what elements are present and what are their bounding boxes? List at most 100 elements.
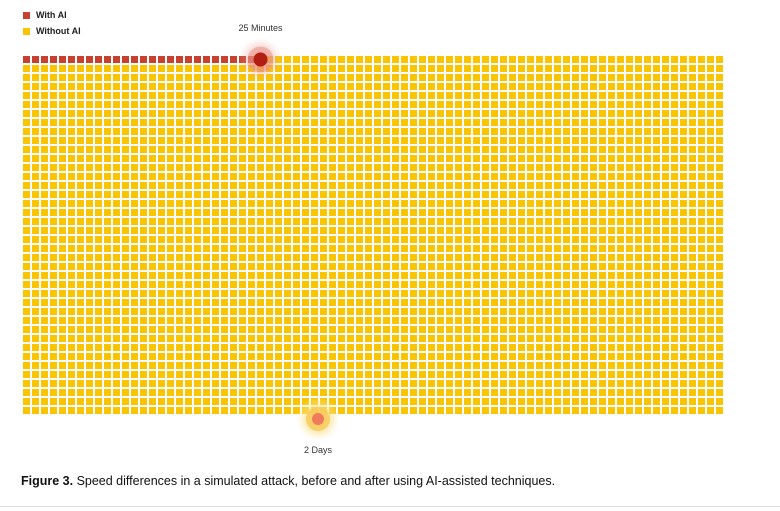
without-ai-cell: [131, 110, 138, 117]
without-ai-cell: [320, 83, 327, 90]
without-ai-cell: [509, 362, 516, 369]
without-ai-cell: [293, 263, 300, 270]
without-ai-cell: [131, 299, 138, 306]
without-ai-cell: [662, 164, 669, 171]
without-ai-cell: [149, 299, 156, 306]
without-ai-cell: [338, 389, 345, 396]
without-ai-cell: [626, 407, 633, 414]
without-ai-cell: [653, 380, 660, 387]
without-ai-cell: [518, 407, 525, 414]
without-ai-cell: [284, 218, 291, 225]
without-ai-cell: [545, 380, 552, 387]
without-ai-cell: [518, 200, 525, 207]
without-ai-cell: [716, 128, 723, 135]
without-ai-cell: [662, 326, 669, 333]
without-ai-cell: [437, 326, 444, 333]
without-ai-cell: [590, 119, 597, 126]
without-ai-cell: [248, 299, 255, 306]
without-ai-cell: [482, 353, 489, 360]
without-ai-cell: [698, 236, 705, 243]
without-ai-cell: [473, 389, 480, 396]
without-ai-cell: [176, 74, 183, 81]
without-ai-cell: [581, 200, 588, 207]
without-ai-cell: [131, 83, 138, 90]
without-ai-cell: [131, 200, 138, 207]
without-ai-cell: [374, 389, 381, 396]
without-ai-cell: [536, 236, 543, 243]
without-ai-cell: [401, 290, 408, 297]
without-ai-cell: [392, 191, 399, 198]
without-ai-cell: [680, 335, 687, 342]
without-ai-cell: [383, 344, 390, 351]
without-ai-cell: [626, 155, 633, 162]
without-ai-cell: [158, 299, 165, 306]
without-ai-cell: [320, 137, 327, 144]
without-ai-cell: [140, 218, 147, 225]
without-ai-cell: [392, 128, 399, 135]
without-ai-cell: [203, 362, 210, 369]
without-ai-cell: [581, 236, 588, 243]
without-ai-cell: [392, 182, 399, 189]
without-ai-cell: [599, 245, 606, 252]
without-ai-cell: [698, 128, 705, 135]
without-ai-cell: [464, 245, 471, 252]
without-ai-cell: [626, 272, 633, 279]
without-ai-cell: [338, 209, 345, 216]
without-ai-cell: [653, 362, 660, 369]
without-ai-cell: [554, 407, 561, 414]
with-ai-cell: [122, 56, 129, 63]
without-ai-cell: [419, 155, 426, 162]
without-ai-cell: [32, 317, 39, 324]
without-ai-cell: [437, 245, 444, 252]
without-ai-cell: [329, 173, 336, 180]
without-ai-cell: [149, 146, 156, 153]
without-ai-cell: [401, 56, 408, 63]
without-ai-cell: [77, 218, 84, 225]
without-ai-cell: [599, 83, 606, 90]
without-ai-cell: [464, 299, 471, 306]
without-ai-cell: [338, 65, 345, 72]
without-ai-cell: [437, 83, 444, 90]
without-ai-cell: [581, 119, 588, 126]
without-ai-cell: [554, 173, 561, 180]
without-ai-cell: [176, 344, 183, 351]
without-ai-cell: [311, 92, 318, 99]
without-ai-cell: [230, 344, 237, 351]
without-ai-cell: [302, 245, 309, 252]
without-ai-cell: [122, 173, 129, 180]
without-ai-cell: [419, 182, 426, 189]
without-ai-cell: [689, 263, 696, 270]
without-ai-cell: [221, 398, 228, 405]
without-ai-cell: [536, 317, 543, 324]
without-ai-cell: [221, 119, 228, 126]
without-ai-cell: [527, 137, 534, 144]
without-ai-cell: [158, 371, 165, 378]
without-ai-cell: [383, 83, 390, 90]
without-ai-cell: [662, 209, 669, 216]
without-ai-cell: [59, 263, 66, 270]
without-ai-cell: [311, 200, 318, 207]
without-ai-cell: [149, 245, 156, 252]
without-ai-cell: [194, 263, 201, 270]
without-ai-cell: [320, 65, 327, 72]
without-ai-cell: [662, 173, 669, 180]
without-ai-cell: [23, 128, 30, 135]
without-ai-cell: [455, 353, 462, 360]
without-ai-cell: [527, 65, 534, 72]
without-ai-cell: [257, 281, 264, 288]
without-ai-cell: [50, 326, 57, 333]
without-ai-cell: [500, 398, 507, 405]
without-ai-cell: [248, 227, 255, 234]
without-ai-cell: [149, 155, 156, 162]
without-ai-cell: [221, 254, 228, 261]
without-ai-cell: [464, 191, 471, 198]
without-ai-cell: [392, 65, 399, 72]
without-ai-cell: [653, 200, 660, 207]
without-ai-cell: [626, 119, 633, 126]
without-ai-cell: [572, 218, 579, 225]
without-ai-cell: [563, 146, 570, 153]
without-ai-cell: [401, 101, 408, 108]
without-ai-cell: [617, 299, 624, 306]
without-ai-cell: [86, 245, 93, 252]
without-ai-cell: [383, 407, 390, 414]
